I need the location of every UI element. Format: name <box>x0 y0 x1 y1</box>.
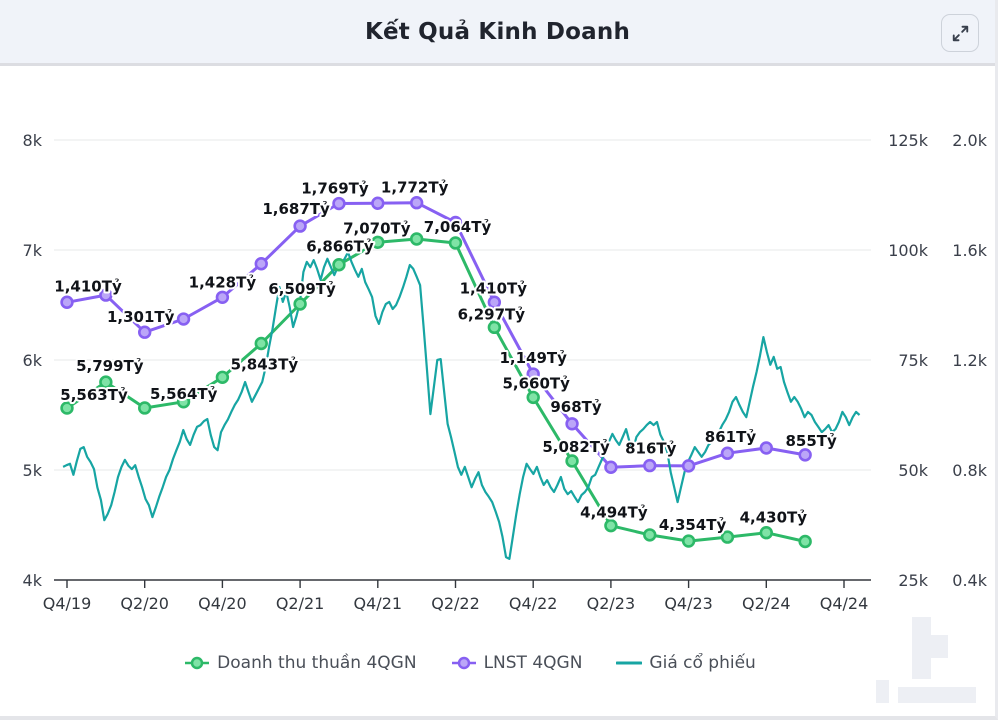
grid-lines <box>54 139 871 581</box>
svg-text:7k: 7k <box>23 241 43 260</box>
svg-text:5,660Tỷ: 5,660Tỷ <box>502 374 570 392</box>
svg-text:6k: 6k <box>23 351 43 370</box>
svg-text:5k: 5k <box>23 461 43 480</box>
svg-text:6,509Tỷ: 6,509Tỷ <box>268 280 336 298</box>
svg-text:1.6k: 1.6k <box>952 241 987 260</box>
svg-text:861Tỷ: 861Tỷ <box>705 428 757 446</box>
svg-text:8k: 8k <box>23 131 43 150</box>
svg-text:Q2/24: Q2/24 <box>742 594 791 613</box>
svg-text:Q4/24: Q4/24 <box>820 594 869 613</box>
svg-text:100k: 100k <box>888 241 929 260</box>
svg-text:125k: 125k <box>888 131 929 150</box>
watermark-logo <box>876 617 976 712</box>
chart-plot[interactable]: 8k 7k 6k 5k 4k 125k 100k 75k 50k 25k 2.0k 1.6k 1.2k 0… <box>0 66 998 717</box>
svg-text:1,428Tỷ: 1,428Tỷ <box>189 273 257 291</box>
legend-label-revenue: Doanh thu thuần 4QGN <box>217 653 417 673</box>
svg-text:968Tỷ: 968Tỷ <box>550 398 602 416</box>
legend-item-price[interactable]: Giá cổ phiếu <box>616 653 756 673</box>
svg-text:5,563Tỷ: 5,563Tỷ <box>60 386 128 404</box>
svg-text:Q2/20: Q2/20 <box>120 594 169 613</box>
data-labels: 5,563Tỷ 5,799Tỷ 5,564Tỷ 5,843Tỷ 6,509Tỷ 6,866… <box>52 177 839 536</box>
svg-text:1.2k: 1.2k <box>952 351 987 370</box>
svg-text:0.8k: 0.8k <box>952 461 987 480</box>
svg-text:4,494Tỷ: 4,494Tỷ <box>580 504 648 522</box>
svg-text:75k: 75k <box>898 351 928 370</box>
svg-text:Q2/21: Q2/21 <box>276 594 325 613</box>
expand-button[interactable] <box>941 14 979 52</box>
svg-text:25k: 25k <box>898 571 928 590</box>
svg-text:Q4/22: Q4/22 <box>509 594 558 613</box>
chart-area: 8k 7k 6k 5k 4k 125k 100k 75k 50k 25k 2.0k 1.6k 1.2k 0… <box>0 66 998 717</box>
revenue-legend-marker-icon <box>185 656 210 670</box>
svg-text:5,799Tỷ: 5,799Tỷ <box>76 357 144 375</box>
svg-text:0.4k: 0.4k <box>952 571 987 590</box>
legend-label-profit: LNST 4QGN <box>483 653 583 673</box>
legend-item-revenue[interactable]: Doanh thu thuần 4QGN <box>184 653 417 673</box>
series-profit-markers <box>60 196 812 474</box>
svg-text:7,064Tỷ: 7,064Tỷ <box>424 218 492 236</box>
series-price-line <box>62 251 861 560</box>
svg-text:1,769Tỷ: 1,769Tỷ <box>301 180 369 198</box>
page-title: Kết Quả Kinh Doanh <box>364 18 631 45</box>
svg-text:1,410Tỷ: 1,410Tỷ <box>54 277 122 295</box>
svg-text:816Tỷ: 816Tỷ <box>625 440 677 458</box>
svg-text:6,866Tỷ: 6,866Tỷ <box>306 238 374 256</box>
price-legend-line-icon <box>616 661 643 665</box>
chart-legend: Doanh thu thuần 4QGN LNST 4QGN Giá cổ ph… <box>0 648 940 678</box>
svg-text:4,430Tỷ: 4,430Tỷ <box>740 509 808 527</box>
svg-text:1,772Tỷ: 1,772Tỷ <box>381 179 449 197</box>
expand-icon <box>952 25 968 41</box>
svg-text:1,410Tỷ: 1,410Tỷ <box>460 279 528 297</box>
svg-text:4k: 4k <box>23 571 43 590</box>
svg-text:1,687Tỷ: 1,687Tỷ <box>262 200 330 218</box>
series-revenue-markers <box>60 232 812 549</box>
svg-text:Q2/23: Q2/23 <box>587 594 636 613</box>
svg-text:Q4/20: Q4/20 <box>198 594 247 613</box>
profit-legend-marker-icon <box>451 656 476 670</box>
svg-text:1,301Tỷ: 1,301Tỷ <box>107 308 175 326</box>
svg-text:50k: 50k <box>898 461 928 480</box>
svg-text:Q2/22: Q2/22 <box>431 594 480 613</box>
svg-text:6,297Tỷ: 6,297Tỷ <box>458 305 526 323</box>
price-axis-labels: 125k 100k 75k 50k 25k <box>888 131 929 590</box>
legend-item-profit[interactable]: LNST 4QGN <box>451 653 583 673</box>
svg-text:1,149Tỷ: 1,149Tỷ <box>499 349 567 367</box>
svg-text:855Tỷ: 855Tỷ <box>785 432 837 450</box>
svg-text:2.0k: 2.0k <box>952 131 987 150</box>
x-axis: Q4/19 Q2/20 Q4/20 Q2/21 Q4/21 Q2/22 Q4/22 Q2/23… <box>43 580 869 613</box>
profit-axis-labels: 2.0k 1.6k 1.2k 0.8k 0.4k <box>952 131 987 590</box>
left-axis-labels: 8k 7k 6k 5k 4k <box>23 131 43 590</box>
svg-text:7,070Tỷ: 7,070Tỷ <box>343 219 411 237</box>
svg-text:Q4/19: Q4/19 <box>43 594 92 613</box>
svg-text:Q4/23: Q4/23 <box>664 594 713 613</box>
svg-text:5,564Tỷ: 5,564Tỷ <box>150 385 218 403</box>
svg-text:5,082Tỷ: 5,082Tỷ <box>542 438 610 456</box>
legend-label-price: Giá cổ phiếu <box>649 653 756 673</box>
panel-header: Kết Quả Kinh Doanh <box>0 0 995 66</box>
svg-text:5,843Tỷ: 5,843Tỷ <box>231 355 299 373</box>
svg-text:4,354Tỷ: 4,354Tỷ <box>659 516 727 534</box>
svg-text:Q4/21: Q4/21 <box>354 594 403 613</box>
